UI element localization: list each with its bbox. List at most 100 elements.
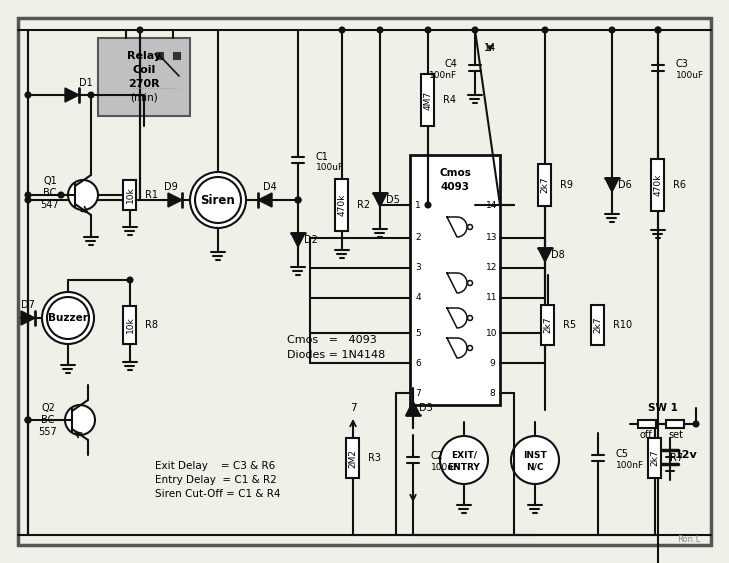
Text: 270R: 270R: [128, 79, 160, 89]
Text: R7: R7: [670, 453, 683, 463]
Polygon shape: [258, 193, 272, 207]
Circle shape: [542, 28, 547, 33]
Text: 12: 12: [486, 263, 498, 272]
Bar: [539, 164, 552, 206]
Text: 9: 9: [489, 359, 495, 368]
Circle shape: [609, 28, 615, 33]
Circle shape: [26, 193, 31, 198]
Text: 14: 14: [484, 43, 496, 53]
Text: Entry Delay  = C1 & R2: Entry Delay = C1 & R2: [155, 475, 277, 485]
Text: R2: R2: [357, 200, 370, 210]
Text: 10k: 10k: [125, 186, 134, 203]
Text: EXIT/: EXIT/: [451, 450, 477, 459]
Circle shape: [68, 180, 98, 210]
Text: BC: BC: [42, 415, 55, 425]
Bar: [157, 53, 163, 59]
Polygon shape: [605, 178, 619, 192]
Bar: [346, 438, 359, 478]
Text: 100nF: 100nF: [429, 70, 457, 79]
Text: 10k: 10k: [125, 316, 134, 333]
Circle shape: [655, 28, 660, 33]
Circle shape: [472, 28, 477, 33]
Text: 2M2: 2M2: [348, 449, 357, 467]
Text: 470k: 470k: [338, 194, 346, 216]
Circle shape: [88, 92, 93, 97]
Text: 2k7: 2k7: [593, 316, 602, 333]
Circle shape: [426, 28, 431, 33]
Circle shape: [467, 346, 472, 351]
Text: BC: BC: [43, 188, 57, 198]
Text: 4: 4: [416, 293, 421, 302]
Text: 5: 5: [415, 328, 421, 337]
Circle shape: [47, 297, 89, 339]
Polygon shape: [21, 311, 35, 325]
Circle shape: [26, 418, 31, 422]
Bar: [335, 179, 348, 231]
Text: 557: 557: [39, 427, 58, 437]
Text: C3: C3: [676, 59, 689, 69]
Text: 10: 10: [486, 328, 498, 337]
Text: 100nF: 100nF: [616, 461, 644, 470]
Text: 7: 7: [415, 388, 421, 397]
Bar: [591, 305, 604, 345]
Text: off: off: [639, 430, 652, 440]
Text: D2: D2: [304, 235, 318, 245]
Text: R4: R4: [443, 95, 456, 105]
Text: Cmos   =   4093: Cmos = 4093: [287, 335, 377, 345]
Polygon shape: [406, 401, 420, 415]
Bar: [174, 53, 180, 59]
Text: 4M7: 4M7: [424, 91, 432, 110]
Circle shape: [128, 278, 133, 283]
Text: 2k7: 2k7: [544, 316, 553, 333]
Circle shape: [426, 203, 431, 208]
Text: 547: 547: [41, 200, 59, 210]
Text: 1: 1: [415, 200, 421, 209]
Text: 100uF: 100uF: [316, 163, 344, 172]
Text: D6: D6: [618, 180, 632, 190]
Text: R9: R9: [560, 180, 573, 190]
Circle shape: [26, 315, 31, 320]
Circle shape: [26, 315, 31, 320]
Circle shape: [295, 198, 300, 203]
Text: 2k7: 2k7: [540, 177, 550, 193]
Bar: [649, 438, 661, 478]
Text: D8: D8: [551, 250, 565, 260]
Text: 7: 7: [350, 403, 356, 413]
Text: Relay: Relay: [127, 51, 161, 61]
Bar: [98, 38, 190, 116]
Text: INST: INST: [523, 450, 547, 459]
Text: 100uF: 100uF: [431, 462, 459, 471]
Text: 470k: 470k: [653, 174, 663, 196]
Text: 12v: 12v: [674, 450, 698, 460]
Text: C4: C4: [444, 59, 457, 69]
Text: R1: R1: [145, 190, 158, 200]
Polygon shape: [168, 193, 182, 207]
Bar: [410, 155, 500, 405]
Text: Siren: Siren: [200, 194, 235, 207]
Circle shape: [195, 177, 241, 223]
Circle shape: [511, 436, 559, 484]
Text: Siren Cut-Off = C1 & R4: Siren Cut-Off = C1 & R4: [155, 489, 281, 499]
Text: 11: 11: [486, 293, 498, 302]
Text: Q2: Q2: [41, 403, 55, 413]
Text: N/C: N/C: [526, 462, 544, 471]
Circle shape: [26, 198, 31, 203]
Circle shape: [340, 28, 345, 33]
Text: set: set: [668, 430, 684, 440]
Circle shape: [26, 92, 31, 97]
Polygon shape: [291, 233, 305, 247]
Text: (min): (min): [130, 93, 158, 103]
Text: 8: 8: [489, 388, 495, 397]
Circle shape: [467, 225, 472, 230]
Circle shape: [65, 405, 95, 435]
Text: D5: D5: [386, 195, 400, 205]
Bar: [666, 420, 684, 428]
Text: Diodes = 1N4148: Diodes = 1N4148: [287, 350, 385, 360]
Text: C1: C1: [316, 152, 329, 162]
Text: Exit Delay    = C3 & R6: Exit Delay = C3 & R6: [155, 461, 276, 471]
Text: C2: C2: [431, 451, 444, 461]
Text: 13: 13: [486, 234, 498, 243]
Text: Ron.L: Ron.L: [677, 535, 700, 544]
Bar: [542, 305, 555, 345]
Bar: [123, 180, 136, 210]
